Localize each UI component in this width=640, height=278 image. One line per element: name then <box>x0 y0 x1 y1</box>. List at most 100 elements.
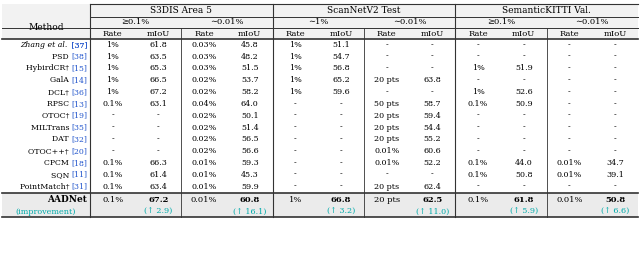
Text: 1%: 1% <box>106 53 119 61</box>
Text: 45.8: 45.8 <box>241 41 259 49</box>
Text: -: - <box>522 112 525 120</box>
Text: 60.8: 60.8 <box>239 196 260 204</box>
Text: 61.8: 61.8 <box>150 41 168 49</box>
Text: 58.2: 58.2 <box>241 88 259 96</box>
Text: 50.8: 50.8 <box>515 171 532 179</box>
Text: 0.1%: 0.1% <box>468 196 489 204</box>
Text: [35]: [35] <box>71 123 87 131</box>
Text: -: - <box>614 41 616 49</box>
Text: -: - <box>614 112 616 120</box>
Text: -: - <box>385 41 388 49</box>
Text: 59.4: 59.4 <box>424 112 442 120</box>
Text: S3DIS Area 5: S3DIS Area 5 <box>150 6 212 15</box>
Text: -: - <box>340 135 342 143</box>
Text: 1%: 1% <box>106 76 119 84</box>
Text: AADNet: AADNet <box>47 195 87 204</box>
Bar <box>2 4 638 39</box>
Text: 1%: 1% <box>289 41 302 49</box>
Text: -: - <box>431 88 434 96</box>
Text: 20 pts: 20 pts <box>374 76 399 84</box>
Text: 63.5: 63.5 <box>150 53 168 61</box>
Text: 62.4: 62.4 <box>424 182 442 190</box>
Text: -: - <box>568 112 571 120</box>
Text: 1%: 1% <box>289 88 302 96</box>
Text: 65.2: 65.2 <box>332 76 350 84</box>
Text: mIoU: mIoU <box>330 29 353 38</box>
Text: [32]: [32] <box>71 135 87 143</box>
Text: ∼1%: ∼1% <box>308 19 328 26</box>
Text: [11]: [11] <box>71 171 87 179</box>
Text: 0.1%: 0.1% <box>102 182 123 190</box>
Text: 0.02%: 0.02% <box>191 112 217 120</box>
Text: -: - <box>568 182 571 190</box>
Text: (↑ 2.9): (↑ 2.9) <box>144 208 173 216</box>
Text: 20 pts: 20 pts <box>374 112 399 120</box>
Text: OTOC†: OTOC† <box>42 112 72 120</box>
Text: [20]: [20] <box>71 147 87 155</box>
Text: 0.1%: 0.1% <box>102 100 123 108</box>
Text: 59.6: 59.6 <box>332 88 350 96</box>
Text: PSD: PSD <box>52 53 72 61</box>
Text: [37]: [37] <box>68 41 87 49</box>
Text: 63.1: 63.1 <box>150 100 168 108</box>
Text: -: - <box>294 112 297 120</box>
Text: -: - <box>522 53 525 61</box>
Text: 59.3: 59.3 <box>241 159 259 167</box>
Text: [31]: [31] <box>71 182 87 190</box>
Text: -: - <box>294 100 297 108</box>
Text: 1%: 1% <box>472 88 484 96</box>
Text: Rate: Rate <box>103 29 123 38</box>
Text: Rate: Rate <box>468 29 488 38</box>
Text: -: - <box>568 135 571 143</box>
Text: -: - <box>614 147 616 155</box>
Text: 1%: 1% <box>106 88 119 96</box>
Text: -: - <box>340 123 342 131</box>
Text: 0.01%: 0.01% <box>556 196 583 204</box>
Text: 1%: 1% <box>289 64 302 73</box>
Text: Rate: Rate <box>195 29 214 38</box>
Text: ScanNetV2 Test: ScanNetV2 Test <box>327 6 401 15</box>
Text: -: - <box>568 76 571 84</box>
Text: 0.01%: 0.01% <box>374 147 399 155</box>
Text: -: - <box>385 64 388 73</box>
Text: 0.02%: 0.02% <box>191 147 217 155</box>
Text: 59.9: 59.9 <box>241 182 259 190</box>
Text: 63.4: 63.4 <box>150 182 168 190</box>
Text: -: - <box>568 100 571 108</box>
Text: -: - <box>522 135 525 143</box>
Text: 51.9: 51.9 <box>515 64 532 73</box>
Text: 1%: 1% <box>289 76 302 84</box>
Text: -: - <box>477 41 479 49</box>
Text: -: - <box>477 182 479 190</box>
Text: -: - <box>340 171 342 179</box>
Text: 0.1%: 0.1% <box>468 159 488 167</box>
Text: 0.01%: 0.01% <box>191 182 217 190</box>
Text: 51.5: 51.5 <box>241 64 259 73</box>
Text: 1%: 1% <box>289 196 302 204</box>
Text: -: - <box>294 159 297 167</box>
Text: -: - <box>157 123 160 131</box>
Text: -: - <box>294 123 297 131</box>
Text: -: - <box>431 41 434 49</box>
Text: 0.1%: 0.1% <box>102 171 123 179</box>
Text: -: - <box>294 147 297 155</box>
Text: (improvement): (improvement) <box>16 208 76 216</box>
Text: 20 pts: 20 pts <box>374 123 399 131</box>
Text: PointMatch†: PointMatch† <box>20 182 72 190</box>
Text: 61.8: 61.8 <box>513 196 534 204</box>
Text: -: - <box>431 53 434 61</box>
Text: 0.01%: 0.01% <box>557 171 582 179</box>
Text: 60.6: 60.6 <box>424 147 442 155</box>
Text: 20 pts: 20 pts <box>374 135 399 143</box>
Text: -: - <box>568 41 571 49</box>
Text: 0.03%: 0.03% <box>191 64 217 73</box>
Text: ∼0.01%: ∼0.01% <box>575 19 609 26</box>
Text: -: - <box>522 147 525 155</box>
Text: 44.0: 44.0 <box>515 159 532 167</box>
Text: SQN: SQN <box>51 171 72 179</box>
Text: -: - <box>522 41 525 49</box>
Text: -: - <box>111 135 114 143</box>
Text: SemanticKITTI Val.: SemanticKITTI Val. <box>502 6 591 15</box>
Text: 0.03%: 0.03% <box>191 41 217 49</box>
Text: -: - <box>340 112 342 120</box>
